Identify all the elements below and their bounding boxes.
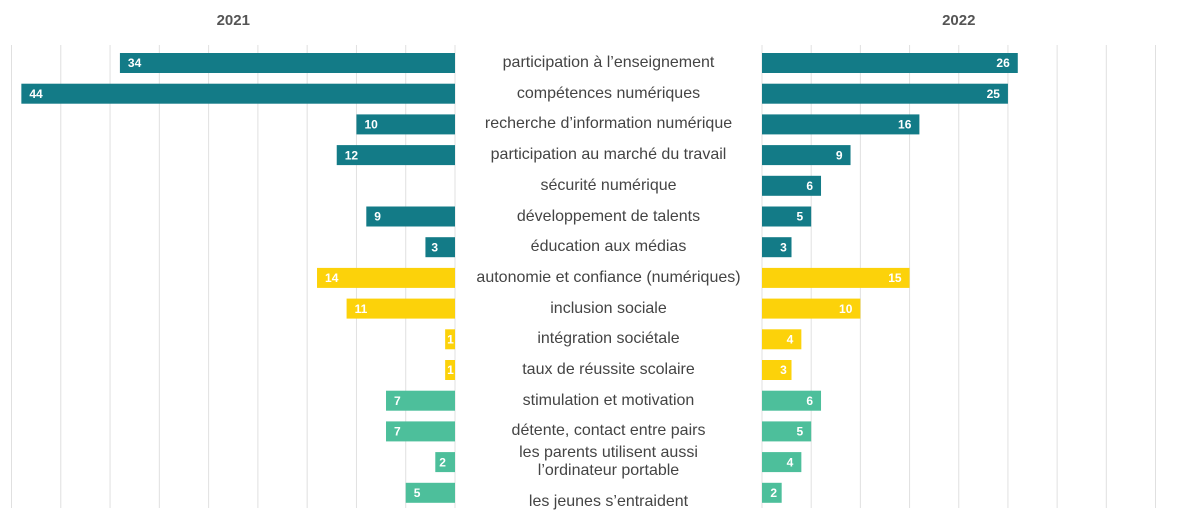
bar	[435, 452, 455, 473]
category-label: éducation aux médias	[530, 238, 687, 256]
bar	[21, 83, 455, 104]
value-label: 9	[836, 148, 843, 162]
category-label: développement de talents	[516, 207, 701, 225]
value-label: 16	[898, 118, 912, 132]
bar	[762, 53, 1018, 73]
value-label: 44	[29, 87, 43, 101]
category-label: recherche d’information numérique	[484, 115, 733, 133]
category-label: les jeunes s’entraident	[528, 492, 689, 510]
bar	[762, 452, 802, 473]
value-label: 11	[355, 302, 368, 316]
category-label: autonomie et confiance (numériques)	[476, 268, 741, 286]
bar	[346, 298, 455, 319]
value-label: 10	[839, 302, 853, 316]
category-label: participation au marché du travail	[490, 146, 727, 164]
series-header: 2022	[942, 12, 976, 29]
category-label: les parents utilisent aussi l’ordinateur…	[519, 444, 698, 480]
category-label: participation à l’enseignement	[502, 54, 715, 71]
bar	[386, 390, 455, 411]
category-label: inclusion sociale	[550, 299, 667, 317]
bar	[762, 175, 822, 196]
bar	[445, 360, 455, 380]
bar	[762, 390, 822, 411]
category-label: détente, contact entre pairs	[511, 422, 706, 440]
value-label: 1	[447, 363, 454, 377]
category-label: sécurité numérique	[540, 176, 677, 194]
category-label: taux de réussite scolaire	[522, 361, 695, 378]
bar	[762, 298, 861, 319]
value-label: 3	[431, 240, 438, 254]
bar	[762, 360, 792, 380]
value-label: 1	[447, 332, 454, 346]
value-label: 14	[325, 271, 339, 285]
bar	[386, 421, 455, 442]
value-label: 7	[394, 425, 401, 439]
value-label: 34	[128, 56, 142, 70]
category-label: stimulation et motivation	[522, 391, 695, 409]
value-label: 12	[345, 148, 359, 162]
value-label: 5	[414, 486, 421, 500]
bar	[762, 329, 802, 350]
value-label: 4	[787, 455, 794, 469]
value-label: 2	[439, 455, 446, 469]
category-label: compétences numériques	[516, 84, 701, 102]
value-label: 15	[888, 271, 902, 285]
bar	[762, 421, 812, 442]
series-header: 2021	[216, 12, 250, 29]
value-label: 2	[770, 486, 777, 500]
value-label: 5	[797, 210, 804, 224]
value-label: 3	[780, 363, 787, 377]
value-label: 25	[987, 87, 1001, 101]
value-label: 10	[364, 118, 378, 132]
bar	[366, 206, 455, 227]
bar	[356, 114, 455, 135]
bar	[762, 114, 920, 135]
value-label: 3	[780, 240, 787, 254]
value-label: 26	[996, 56, 1010, 70]
bar	[762, 237, 792, 258]
bar	[336, 145, 455, 166]
bar	[445, 329, 455, 350]
category-label: intégration sociétale	[537, 330, 680, 348]
bar	[405, 482, 455, 503]
bar	[425, 237, 455, 258]
value-label: 5	[797, 425, 804, 439]
bar	[762, 206, 812, 227]
bar	[317, 267, 455, 288]
bar	[762, 482, 782, 503]
value-label: 6	[806, 394, 813, 408]
bar	[762, 145, 851, 166]
value-label: 9	[374, 210, 381, 224]
bar	[119, 53, 456, 73]
value-label: 7	[394, 394, 401, 408]
value-label: 4	[787, 332, 794, 346]
bar	[762, 83, 1008, 104]
bar	[762, 267, 910, 288]
value-label: 6	[806, 179, 813, 193]
